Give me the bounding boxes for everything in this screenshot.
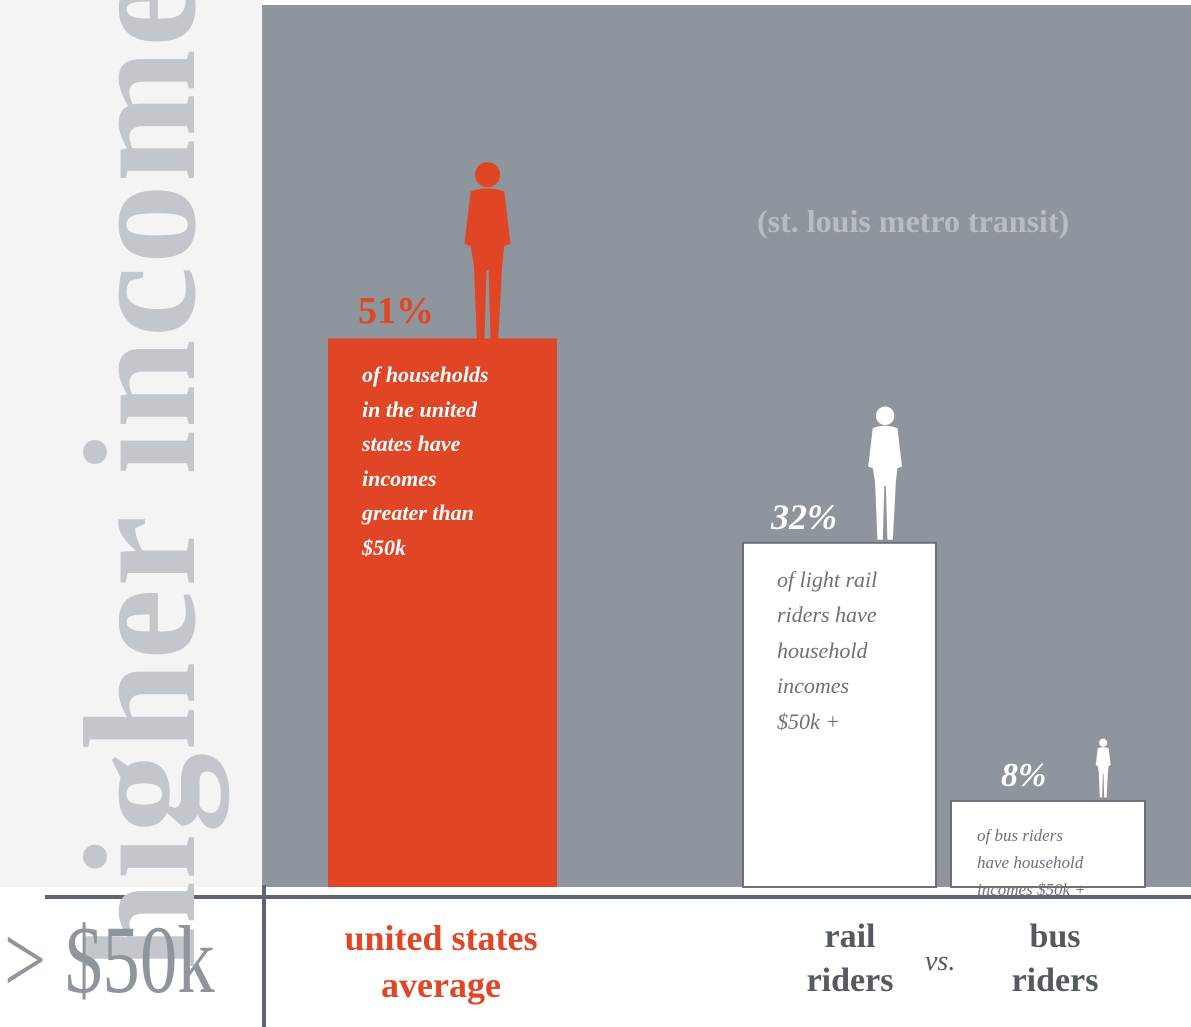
bar-description: $50k + (777, 708, 841, 734)
value-label: 51% (358, 290, 434, 333)
bar (328, 338, 557, 887)
bar (742, 541, 937, 888)
value-label: 8% (1001, 756, 1047, 794)
bar-description: states have (362, 431, 461, 457)
bar-description: of households (362, 362, 489, 388)
bar-description: incomes (777, 673, 850, 699)
chart-title: higher incomes (51, 0, 229, 971)
value-label: 32% (771, 496, 837, 537)
bar (950, 799, 1146, 889)
subtitle: (st. louis metro transit) (757, 203, 1070, 239)
bar-description: greater than (362, 500, 474, 526)
bar-description: in the united (362, 396, 477, 422)
bar-description: incomes (362, 465, 437, 491)
bar-description: of light rail (777, 566, 878, 592)
bar-description: household (777, 637, 868, 663)
bar-description: of bus riders (977, 825, 1063, 845)
threshold-label: > $50k (4, 906, 215, 1013)
category-label: bus riders (1011, 918, 1099, 1000)
bar-description: incomes $50k + (977, 879, 1086, 899)
category-label: rail riders (806, 918, 894, 1000)
left-panel (0, 0, 262, 887)
bar-description: riders have (777, 602, 877, 628)
bar-description: have household (977, 852, 1084, 872)
comparison-label: vs. (925, 946, 956, 977)
category-label: united states average (344, 918, 538, 1005)
bar-description: $50k (362, 534, 406, 560)
